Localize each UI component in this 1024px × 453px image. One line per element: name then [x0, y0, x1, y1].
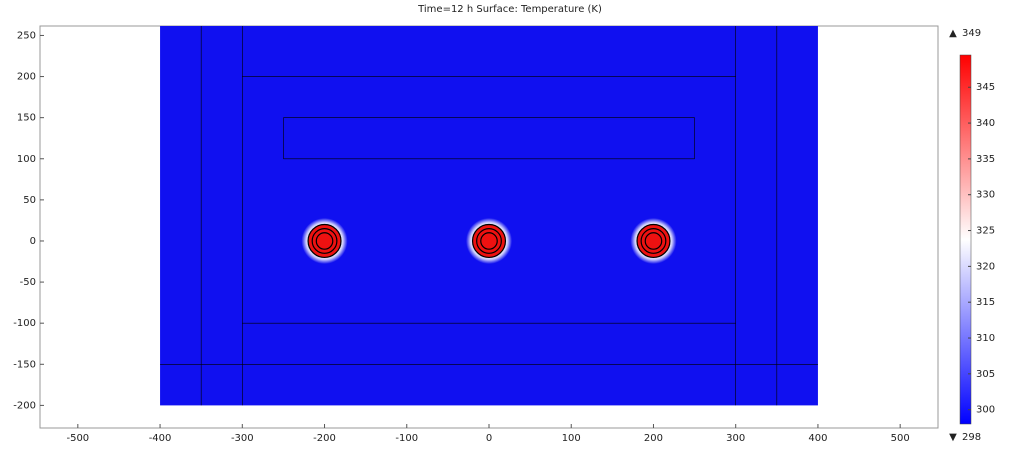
x-tick-label: -200	[313, 433, 336, 444]
x-tick-label: 100	[562, 433, 581, 444]
source-ring	[480, 232, 498, 250]
max-arrow: ▲	[949, 28, 957, 39]
plot-area	[160, 26, 818, 406]
heat-source	[472, 224, 506, 258]
heat-source	[308, 224, 341, 258]
x-tick-label: 0	[486, 433, 492, 444]
heat-source	[637, 224, 670, 258]
x-tick-label: -400	[149, 433, 172, 444]
colorbar-tick-label: 335	[976, 154, 995, 165]
source-ring	[640, 228, 667, 254]
y-tick-label: -200	[13, 400, 36, 411]
colorbar-tick-label: 340	[976, 118, 995, 129]
y-tick-label: 50	[23, 195, 36, 206]
y-tick-label: -100	[13, 318, 36, 329]
x-tick-label: -300	[231, 433, 254, 444]
x-tick-label: 300	[726, 433, 745, 444]
min-label: 298	[962, 432, 981, 443]
y-tick-label: 150	[17, 113, 36, 124]
x-tick-label: 400	[808, 433, 827, 444]
y-tick-label: 250	[17, 30, 36, 41]
source-ring	[307, 223, 342, 259]
domain	[160, 26, 818, 406]
colorbar-tick-label: 345	[976, 82, 995, 93]
axes: -500 -400 -300 -200 -100 0 100 200 300 400 500-200…	[13, 30, 909, 444]
y-tick-label: -50	[20, 277, 36, 288]
x-tick-label: 500	[891, 433, 910, 444]
source-ring	[315, 232, 334, 250]
source-ring	[644, 232, 663, 250]
y-tick-label: 0	[30, 236, 36, 247]
y-tick-label: -150	[13, 359, 36, 370]
source-ring	[636, 223, 671, 259]
colorbar	[959, 54, 972, 425]
source-ring	[476, 228, 502, 254]
x-tick-label: 200	[644, 433, 663, 444]
colorbar-tick-label: 320	[976, 261, 995, 272]
y-tick-label: 100	[17, 154, 36, 165]
x-tick-label: -100	[395, 433, 418, 444]
colorbar-tick-label: 330	[976, 190, 995, 201]
colorbar-tick-label: 300	[976, 405, 995, 416]
x-tick-label: -500	[66, 433, 89, 444]
colorbar-tick-label: 305	[976, 369, 995, 380]
y-tick-label: 200	[17, 72, 36, 83]
chart-title: Time=12 h Surface: Temperature (K)	[417, 4, 602, 15]
min-arrow: ▼	[949, 432, 957, 443]
colorbar-tick-label: 315	[976, 297, 995, 308]
source-ring	[471, 223, 507, 259]
source-ring	[311, 228, 338, 254]
colorbar-tick-label: 310	[976, 333, 995, 344]
max-label: 349	[962, 28, 981, 39]
colorbar-tick-label: 325	[976, 226, 995, 237]
